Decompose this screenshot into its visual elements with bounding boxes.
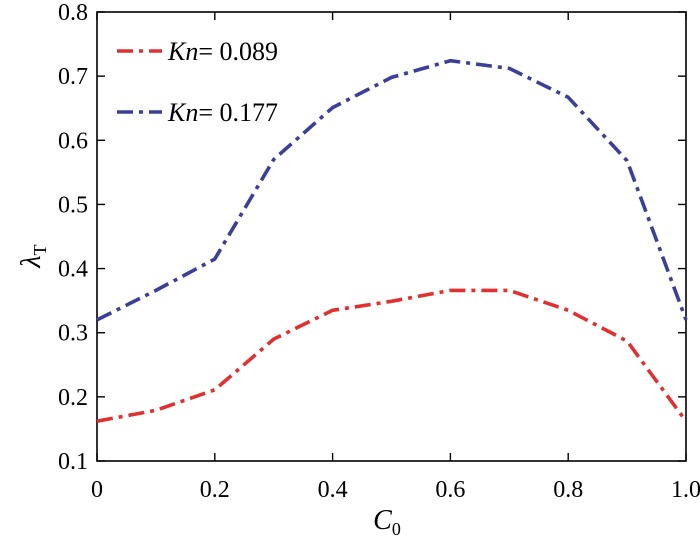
y-tick-label: 0.8 (58, 0, 88, 26)
y-tick-label: 0.4 (58, 257, 88, 283)
legend-item-2: Kn= 0.177 (117, 98, 278, 127)
plot-border (96, 11, 687, 462)
series-layer (96, 58, 688, 423)
svg-text:λT: λT (16, 244, 50, 268)
x-tick-label: 1.0 (671, 477, 700, 503)
y-tick-label: 0.6 (58, 128, 88, 154)
x-tick-label: 0.8 (553, 477, 583, 503)
legend-label: Kn= 0.177 (167, 98, 278, 127)
y-tick-label: 0.2 (58, 385, 88, 411)
x-tick-label: 0 (91, 477, 103, 503)
series-line-1 (96, 288, 688, 423)
legend: Kn= 0.089 Kn= 0.177 (117, 37, 278, 127)
y-tick-label: 0.7 (58, 64, 88, 90)
y-axis: 0.1 0.2 0.3 0.4 0.5 0.6 0.7 0.8 (58, 0, 686, 475)
x-tick-label: 0.2 (200, 477, 230, 503)
x-axis: 0 0.2 0.4 0.6 0.8 1.0 (91, 12, 700, 503)
y-tick-label: 0.3 (58, 321, 88, 347)
legend-item-1: Kn= 0.089 (117, 37, 278, 66)
y-tick-label: 0.5 (58, 192, 88, 218)
x-tick-label: 0.6 (435, 477, 465, 503)
legend-label: Kn= 0.089 (167, 37, 278, 66)
y-tick-label: 0.1 (58, 449, 88, 475)
x-tick-label: 0.4 (318, 477, 348, 503)
series-line-2 (96, 58, 688, 322)
x-axis-title: C0 (373, 505, 401, 538)
y-axis-title: λT (16, 244, 50, 268)
plot-area (96, 11, 687, 462)
